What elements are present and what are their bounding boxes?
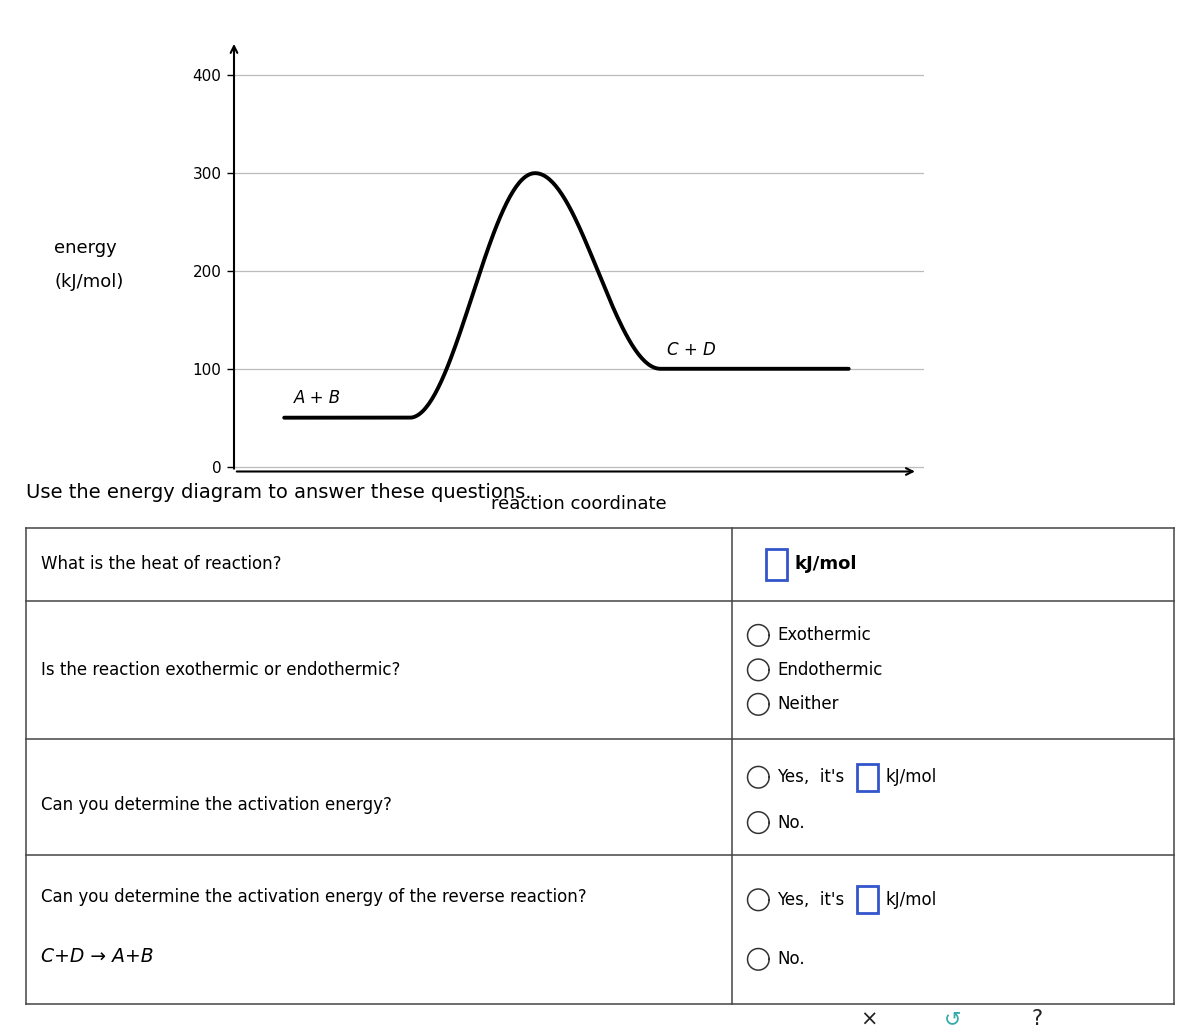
Text: ↺: ↺ — [944, 1009, 961, 1030]
Text: kJ/mol: kJ/mol — [794, 556, 857, 573]
Text: ?: ? — [1031, 1009, 1043, 1030]
Text: No.: No. — [778, 814, 805, 831]
Text: (kJ/mol): (kJ/mol) — [54, 272, 124, 291]
Text: Can you determine the activation energy?: Can you determine the activation energy? — [41, 796, 391, 815]
Text: No.: No. — [778, 950, 805, 969]
Text: Exothermic: Exothermic — [778, 626, 871, 645]
FancyBboxPatch shape — [857, 764, 878, 791]
Text: C+D → A+B: C+D → A+B — [41, 947, 154, 966]
Text: C + D: C + D — [667, 342, 715, 359]
Text: energy: energy — [54, 239, 116, 258]
Text: Yes,  it's: Yes, it's — [778, 891, 845, 909]
X-axis label: reaction coordinate: reaction coordinate — [491, 495, 667, 513]
Text: kJ/mol: kJ/mol — [886, 891, 937, 909]
Text: Endothermic: Endothermic — [778, 661, 883, 679]
FancyBboxPatch shape — [766, 549, 787, 580]
FancyBboxPatch shape — [857, 886, 878, 913]
Text: What is the heat of reaction?: What is the heat of reaction? — [41, 556, 281, 573]
Text: Can you determine the activation energy of the reverse reaction?: Can you determine the activation energy … — [41, 888, 587, 906]
Text: Neither: Neither — [778, 696, 839, 713]
Text: Yes,  it's: Yes, it's — [778, 768, 845, 787]
Text: Use the energy diagram to answer these questions.: Use the energy diagram to answer these q… — [26, 483, 532, 502]
Text: A + B: A + B — [294, 389, 341, 407]
Text: kJ/mol: kJ/mol — [886, 768, 937, 787]
Text: Is the reaction exothermic or endothermic?: Is the reaction exothermic or endothermi… — [41, 661, 400, 679]
Text: ×: × — [860, 1009, 877, 1030]
